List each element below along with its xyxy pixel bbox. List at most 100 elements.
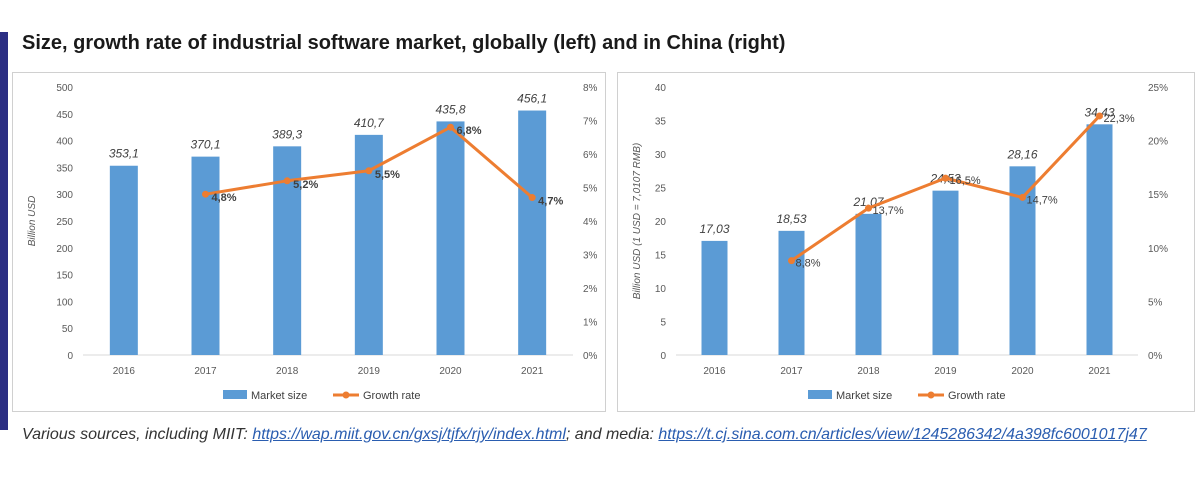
y-tick-label: 0 (67, 351, 73, 362)
x-tick-label: 2020 (439, 366, 462, 377)
chart-panel-global: 0 50 100 150 200 250 300 350 400 450 500 0% 1% 2% 3% 4%… (12, 72, 606, 412)
x-tick-label: 2020 (1011, 366, 1034, 377)
y-tick-label: 400 (56, 137, 73, 148)
y2-tick-label: 2% (583, 284, 598, 295)
y-tick-label: 300 (56, 190, 73, 201)
x-tick-label: 2018 (276, 366, 299, 377)
growth-rate-label: 4,8% (212, 192, 237, 204)
bar-value-label: 353,1 (109, 147, 139, 161)
y2-tick-label: 4% (583, 217, 598, 228)
bar-value-label: 370,1 (190, 138, 220, 152)
bar-value-label: 18,53 (776, 212, 806, 226)
growth-rate-point (788, 257, 795, 265)
y-tick-label: 150 (56, 271, 73, 282)
growth-rate-point (365, 167, 373, 175)
growth-rate-label: 5,5% (375, 169, 400, 181)
growth-rate-point (1019, 193, 1026, 201)
y2-tick-label: 5% (1148, 297, 1163, 308)
source-footer: Various sources, including MIIT: https:/… (22, 426, 1147, 444)
y-tick-label: 200 (56, 244, 73, 255)
accent-bar (0, 32, 8, 430)
y2-tick-label: 10% (1148, 244, 1168, 255)
y-tick-label: 0 (660, 351, 666, 362)
y-axis-label: Billion USD (1 USD = 7,0107 RMB) (632, 143, 643, 299)
chart-china: 0 5 10 15 20 25 30 35 40 0% 5% 10% 15% 20% 25% Billion … (632, 83, 1168, 402)
y-tick-label: 30 (655, 150, 667, 161)
growth-rate-label: 13,7% (873, 205, 904, 217)
y2-tick-label: 25% (1148, 83, 1168, 94)
y2-tick-label: 1% (583, 318, 598, 329)
bar (518, 110, 547, 355)
growth-rate-point (1096, 112, 1103, 120)
y2-tick-label: 20% (1148, 137, 1168, 148)
bar (436, 121, 465, 356)
legend-swatch-market-size (808, 390, 832, 399)
legend-swatch-market-size (223, 390, 247, 399)
x-tick-label: 2019 (358, 366, 381, 377)
y-tick-label: 250 (56, 217, 73, 228)
y-tick-label: 35 (655, 117, 667, 128)
growth-rate-point (865, 204, 872, 212)
bar (109, 165, 138, 355)
y2-tick-label: 3% (583, 251, 598, 262)
y-tick-label: 450 (56, 110, 73, 121)
bar-value-label: 17,03 (699, 222, 729, 236)
y2-tick-label: 15% (1148, 190, 1168, 201)
legend-marker-growth-rate (342, 391, 350, 399)
bar-value-label: 456,1 (517, 92, 547, 106)
growth-rate-label: 8,8% (796, 258, 821, 270)
growth-rate-label: 5,2% (293, 179, 318, 191)
footer-prefix: Various sources, including MIIT: (22, 426, 253, 443)
y2-tick-label: 6% (583, 150, 598, 161)
x-tick-label: 2021 (1088, 366, 1111, 377)
chart-global: 0 50 100 150 200 250 300 350 400 450 500 0% 1% 2% 3% 4%… (27, 83, 598, 402)
growth-rate-label: 14,7% (1027, 194, 1058, 206)
legend-label-market-size: Market size (251, 390, 307, 402)
x-tick-label: 2021 (521, 366, 544, 377)
growth-rate-label: 22,3% (1104, 113, 1135, 125)
y-tick-label: 5 (660, 318, 666, 329)
growth-rate-point (202, 190, 209, 198)
x-tick-label: 2017 (194, 366, 217, 377)
y-tick-label: 15 (655, 251, 667, 262)
bar-value-label: 389,3 (272, 127, 302, 141)
x-tick-label: 2016 (703, 366, 726, 377)
y-tick-label: 500 (56, 83, 73, 94)
legend-label-market-size: Market size (836, 390, 892, 402)
page-title: Size, growth rate of industrial software… (22, 32, 786, 54)
growth-rate-point (447, 123, 454, 131)
bar (1086, 124, 1113, 355)
legend-label-growth-rate: Growth rate (363, 390, 420, 402)
growth-rate-label: 4,7% (538, 196, 563, 208)
y-tick-label: 40 (655, 83, 667, 94)
source-link-sina[interactable]: https://t.cj.sina.com.cn/articles/view/1… (658, 426, 1147, 443)
y2-tick-label: 7% (583, 117, 598, 128)
legend-marker-growth-rate (927, 391, 935, 399)
x-tick-label: 2018 (857, 366, 880, 377)
bar-value-label: 435,8 (435, 102, 465, 116)
y-tick-label: 50 (62, 324, 74, 335)
y2-tick-label: 0% (1148, 351, 1163, 362)
y-tick-label: 100 (56, 297, 73, 308)
bar (855, 213, 882, 355)
x-tick-label: 2019 (934, 366, 957, 377)
bar-value-label: 28,16 (1006, 147, 1037, 161)
bar-value-label: 34,43 (1084, 105, 1114, 119)
bar-value-label: 410,7 (354, 116, 385, 130)
bar (778, 230, 805, 355)
footer-middle: ; and media: (565, 426, 659, 443)
y-tick-label: 25 (655, 184, 667, 195)
source-link-miit[interactable]: https://wap.miit.gov.cn/gxsj/tjfx/rjy/in… (252, 426, 566, 443)
y-tick-label: 10 (655, 284, 667, 295)
bar (932, 190, 959, 355)
x-tick-label: 2017 (780, 366, 803, 377)
legend-label-growth-rate: Growth rate (948, 390, 1005, 402)
y2-tick-label: 0% (583, 351, 598, 362)
growth-rate-point (942, 174, 949, 182)
growth-rate-label: 6,8% (457, 125, 482, 137)
y2-tick-label: 8% (583, 83, 598, 94)
bar (191, 156, 220, 355)
bar (701, 240, 728, 355)
y2-tick-label: 5% (583, 184, 598, 195)
y-tick-label: 20 (655, 217, 667, 228)
